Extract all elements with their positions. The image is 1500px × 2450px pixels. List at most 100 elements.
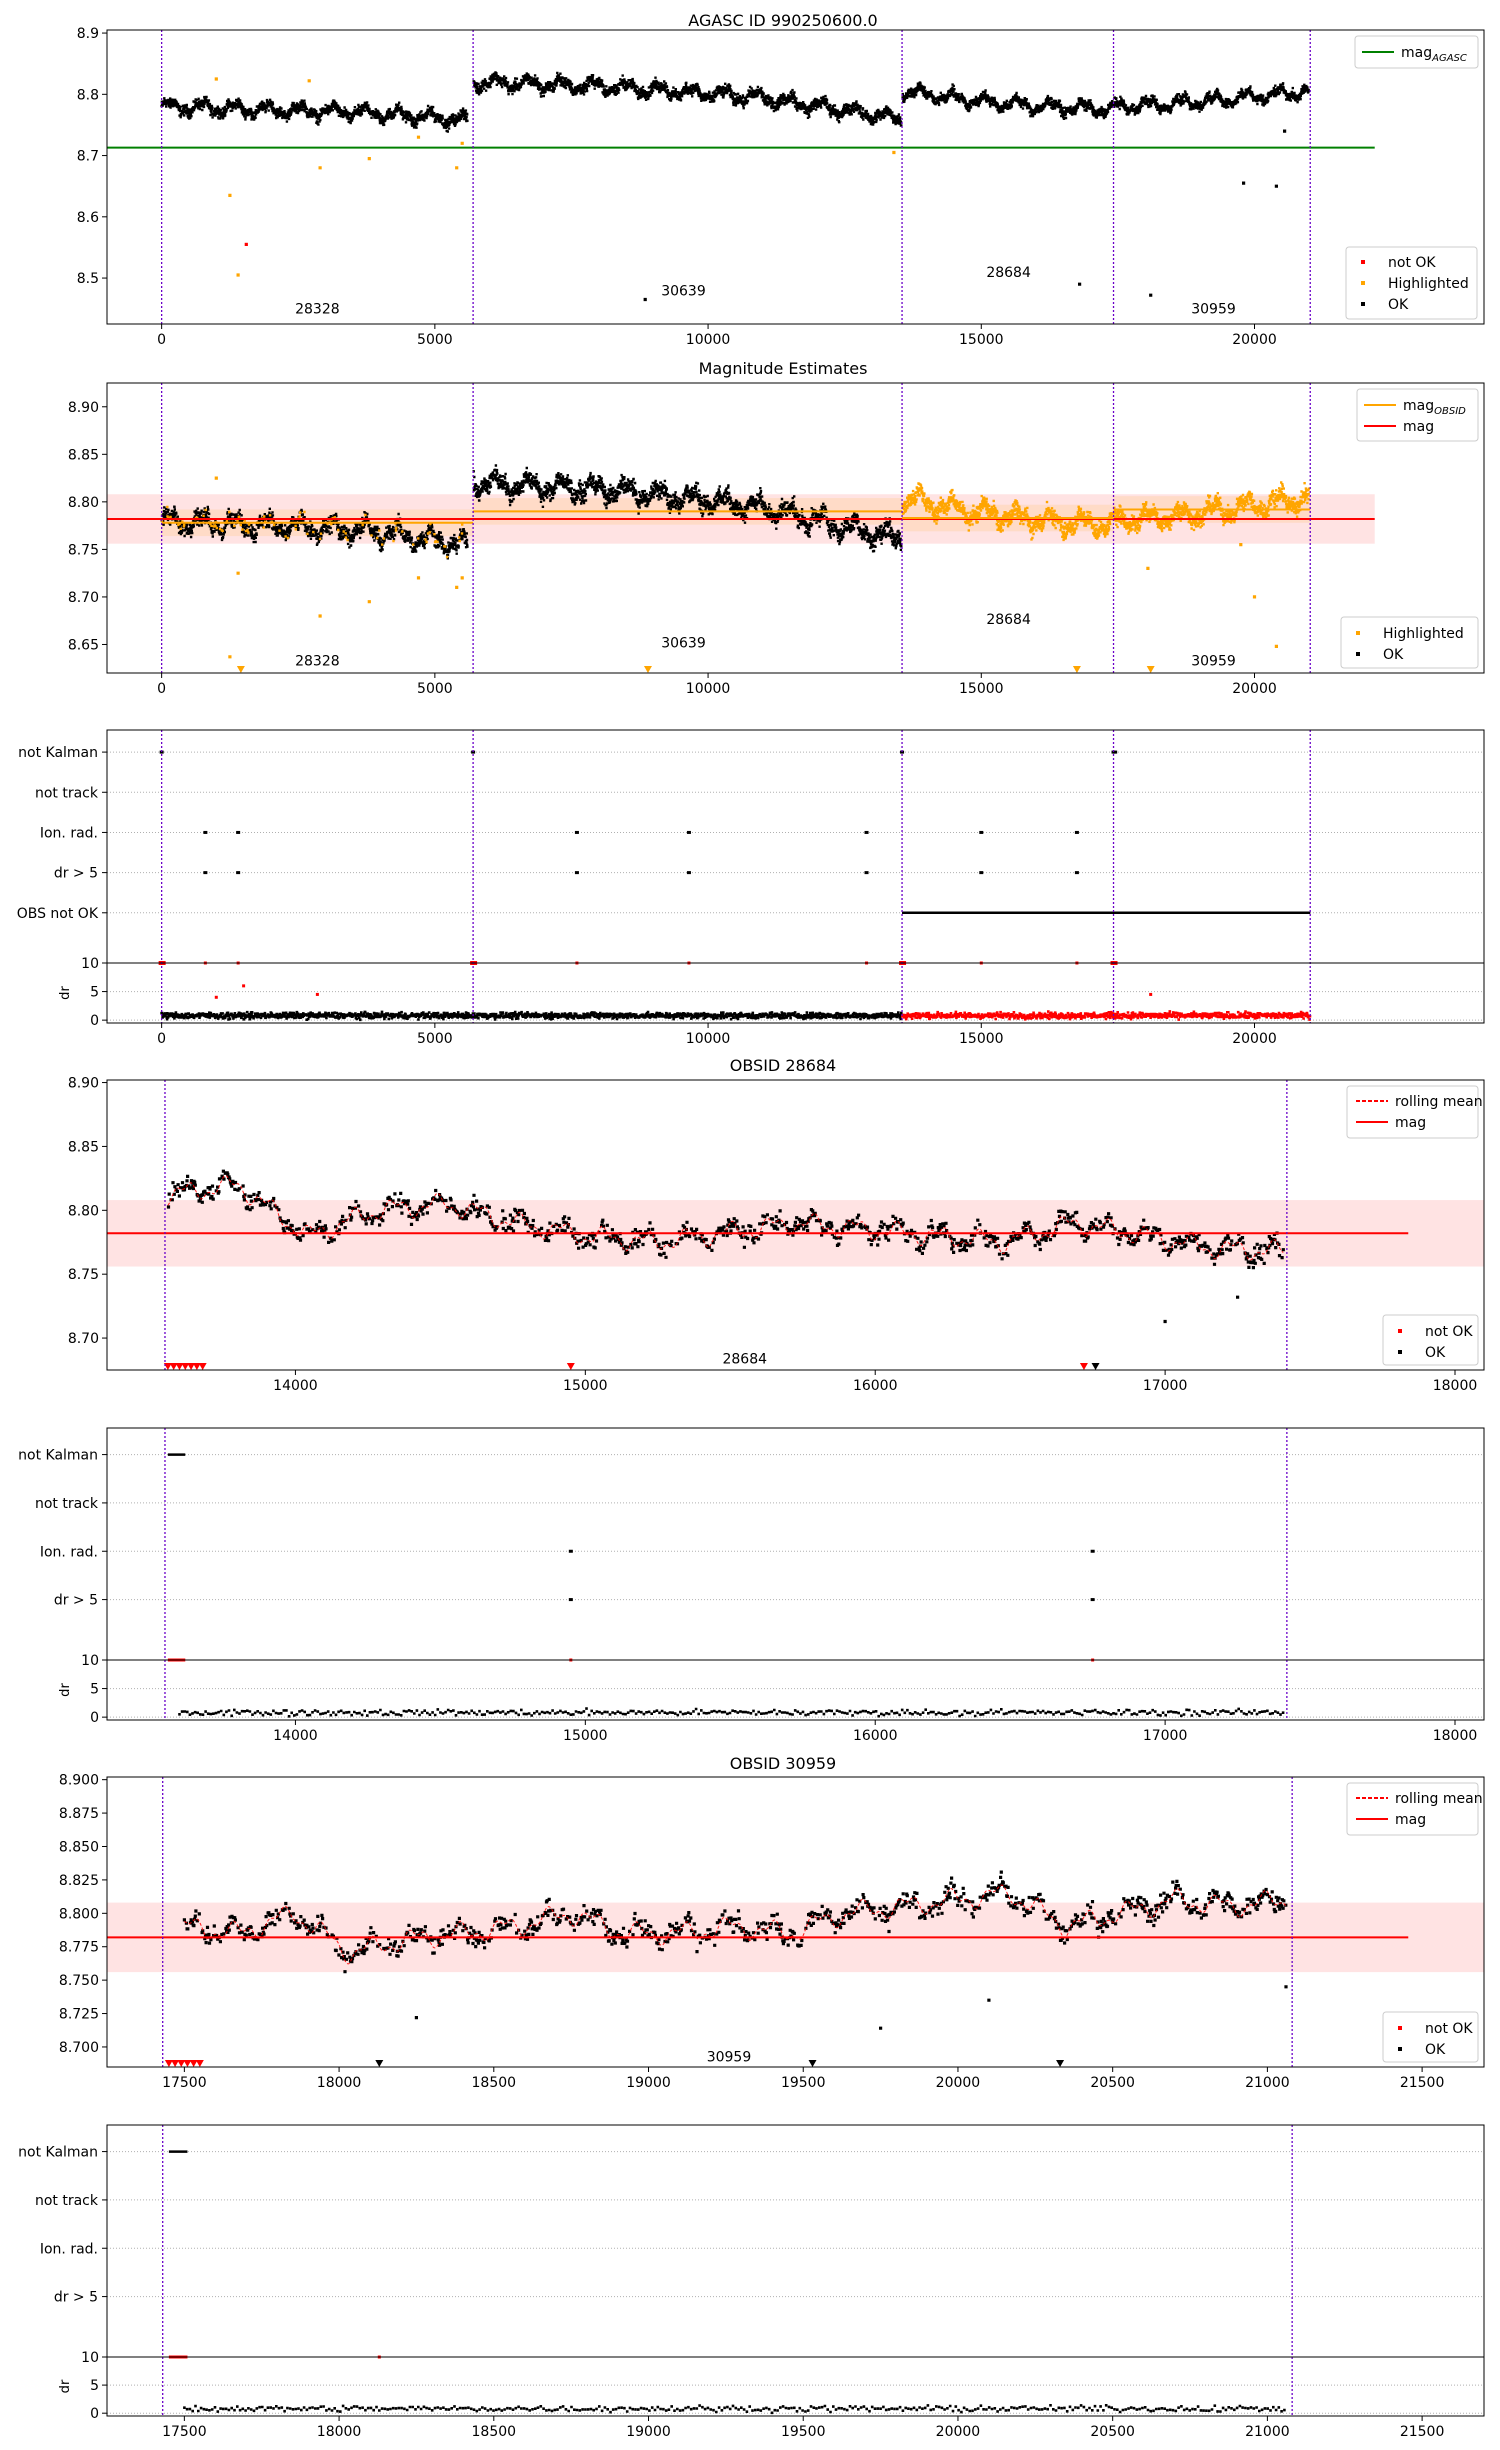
obsid-label: 30639 xyxy=(661,283,706,299)
flag-category-label: dr > 5 xyxy=(54,866,98,882)
legend-label: not OK xyxy=(1425,1324,1473,1340)
not-ok-lower-marker xyxy=(1079,1363,1088,1370)
flag-point xyxy=(1113,750,1118,754)
y-tick-label: 8.6 xyxy=(77,210,99,226)
ok-outlier-points xyxy=(1163,1295,1240,1324)
ok-lower-marker xyxy=(808,2060,817,2067)
not-ok-lower-marker xyxy=(192,1363,201,1370)
flag-point xyxy=(1090,1598,1095,1602)
flag-category-label: not Kalman xyxy=(18,1448,98,1464)
axes-frame xyxy=(106,2124,1485,2417)
flag-point xyxy=(568,1549,573,1553)
x-tick-label: 18000 xyxy=(1433,1728,1478,1744)
x-tick-label: 10000 xyxy=(686,332,731,348)
axes-frame xyxy=(106,29,1485,325)
legend-bottom xyxy=(1382,2011,1479,2063)
chart-agasc: 0 5000 10000 15000 20000 8.5 8.6 8.7 8.8 8.9 28328… xyxy=(77,26,1485,348)
axes-frame xyxy=(106,1079,1485,1371)
y-tick-label: 8.900 xyxy=(59,1773,99,1789)
x-tick-label: 20000 xyxy=(1232,1031,1277,1047)
x-tick-label: 0 xyxy=(157,681,166,697)
y-tick-label: 8.90 xyxy=(68,400,99,416)
legend-marker xyxy=(1356,631,1360,635)
chart-estimates: 0 5000 10000 15000 20000 8.65 8.70 8.75 8.80 8.85… xyxy=(68,382,1485,697)
obsid-label: 28328 xyxy=(295,302,340,318)
flag-point xyxy=(568,1598,573,1602)
flag-point xyxy=(979,871,984,875)
not-ok-lower-marker xyxy=(169,1363,178,1370)
legend-label-mag: mag xyxy=(1395,1115,1426,1131)
x-tick-label: 18000 xyxy=(1433,1378,1478,1394)
y-tick-label: 8.70 xyxy=(68,590,99,606)
ok-lower-marker xyxy=(375,2060,384,2067)
flag-category-label: dr > 5 xyxy=(54,2290,98,2306)
x-tick-label: 20000 xyxy=(1232,681,1277,697)
dr-tick-label: 10 xyxy=(81,956,99,972)
legend-label-mag-obsid: magOBSID xyxy=(1403,398,1466,417)
not-ok-points xyxy=(244,242,248,246)
ok-lower-marker xyxy=(1056,2060,1065,2067)
flag-point xyxy=(203,871,208,875)
flag-category-label: not track xyxy=(35,785,99,801)
flag-point xyxy=(900,750,905,754)
axes-frame xyxy=(106,729,1485,1024)
flag-point xyxy=(686,830,691,834)
dr-not-ok-points xyxy=(901,1010,1312,1021)
not-ok-lower-marker xyxy=(198,1363,207,1370)
axes-frame xyxy=(106,382,1485,674)
legend-top xyxy=(1346,1085,1479,1139)
legend-top xyxy=(1346,1782,1479,1836)
flag-point xyxy=(203,830,208,834)
x-tick-label: 18000 xyxy=(317,2424,362,2440)
axes-frame xyxy=(106,1427,1485,1721)
x-tick-label: 19500 xyxy=(781,2075,826,2091)
flag-point xyxy=(686,871,691,875)
flag-point xyxy=(236,830,241,834)
legend-marker xyxy=(1361,302,1365,306)
x-tick-label: 21000 xyxy=(1245,2075,1290,2091)
x-tick-label: 5000 xyxy=(417,681,453,697)
flag-category-label: not track xyxy=(35,2193,99,2209)
not-ok-lower-marker xyxy=(177,2060,186,2067)
flag-point xyxy=(471,750,476,754)
x-tick-label: 15000 xyxy=(959,681,1004,697)
not-ok-lower-marker xyxy=(187,1363,196,1370)
x-tick-label: 5000 xyxy=(417,1031,453,1047)
ok-outlier-points xyxy=(414,1985,1288,2030)
x-tick-label: 10000 xyxy=(686,1031,731,1047)
ok-points xyxy=(182,1870,1288,1974)
legend-label: OK xyxy=(1425,1345,1446,1361)
highlighted-points xyxy=(901,482,1114,542)
flag-category-label: OBS not OK xyxy=(17,906,99,922)
dr-spike xyxy=(315,992,319,996)
rolling-mean-line xyxy=(184,1884,1287,1965)
y-tick-label: 8.75 xyxy=(68,542,99,558)
y-tick-label: 8.8 xyxy=(77,87,99,103)
obsid-label: 28684 xyxy=(986,265,1031,281)
legend-label-mag: mag xyxy=(1403,419,1434,435)
dr-spike xyxy=(214,995,218,999)
y-tick-label: 8.85 xyxy=(68,1139,99,1155)
title-agasc: AGASC ID 990250600.0 xyxy=(688,11,877,30)
dr-tick-label: 10 xyxy=(81,2350,99,2366)
dr-tick-label: 5 xyxy=(90,985,99,1001)
ok-outlier-points xyxy=(643,129,1287,302)
x-tick-label: 17000 xyxy=(1143,1378,1188,1394)
legend-label-mag: mag xyxy=(1395,1812,1426,1828)
legend-marker xyxy=(1398,2047,1402,2051)
x-tick-label: 17500 xyxy=(162,2075,207,2091)
title-obs2: OBSID 30959 xyxy=(730,1754,836,1773)
highlighted-points xyxy=(214,77,896,277)
obsid-label: 28328 xyxy=(295,654,340,670)
title-estimates: Magnitude Estimates xyxy=(699,359,868,378)
x-tick-label: 15000 xyxy=(959,332,1004,348)
rolling-mean-line xyxy=(167,1175,1284,1261)
x-tick-label: 20000 xyxy=(936,2075,981,2091)
dr-axis-label: dr xyxy=(58,1683,73,1697)
x-tick-label: 21000 xyxy=(1245,2424,1290,2440)
ok-points xyxy=(472,464,903,553)
x-tick-label: 5000 xyxy=(417,332,453,348)
x-tick-label: 16000 xyxy=(853,1728,898,1744)
highlighted-points xyxy=(1112,481,1311,535)
